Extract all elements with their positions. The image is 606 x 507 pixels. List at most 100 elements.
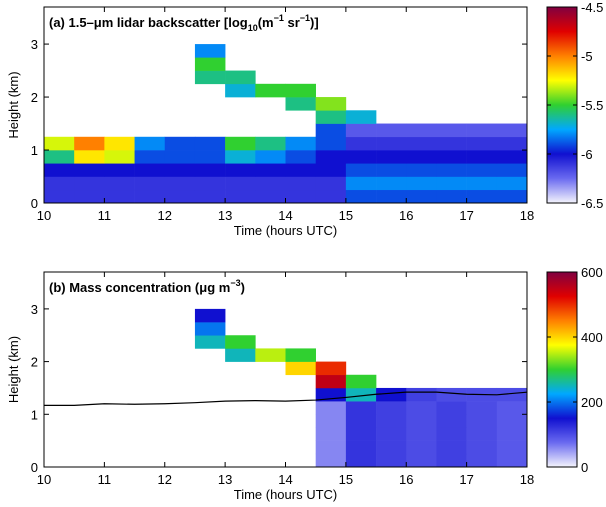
x-tick-label: 18 <box>520 208 534 223</box>
heatmap-cell <box>315 440 347 455</box>
heatmap-cell <box>164 150 196 164</box>
heatmap-cell <box>44 176 75 191</box>
colorbar-tick-label: -4.5 <box>581 0 603 15</box>
x-tick-label: 14 <box>278 472 292 487</box>
y-tick-label: 0 <box>31 196 38 211</box>
heatmap-cell <box>406 163 437 177</box>
heatmap-cell <box>345 453 377 467</box>
heatmap-cell <box>345 136 377 151</box>
heatmap-cell <box>436 189 467 203</box>
y-tick-label: 2 <box>31 355 38 370</box>
heatmap-cell <box>285 136 316 151</box>
heatmap-cell <box>285 150 316 164</box>
x-tick-label: 10 <box>37 472 51 487</box>
x-tick-label: 16 <box>399 208 413 223</box>
title-part: (m <box>258 15 274 30</box>
heatmap-cell <box>376 150 407 164</box>
heatmap-cell <box>406 150 437 164</box>
y-axis-label: Height (km) <box>6 71 21 138</box>
heatmap-cell <box>436 440 467 455</box>
x-tick-label: 11 <box>98 208 112 223</box>
heatmap-cell <box>134 150 166 164</box>
heatmap-cell <box>194 308 226 323</box>
heatmap-cell <box>134 163 166 177</box>
heatmap-cell <box>496 401 527 415</box>
x-tick-label: 12 <box>158 208 172 223</box>
heatmap-cell <box>164 176 196 191</box>
heatmap-cell <box>134 136 166 151</box>
heatmap-cell <box>44 163 75 177</box>
heatmap-cell <box>345 189 377 203</box>
x-tick-label: 13 <box>218 208 232 223</box>
heatmap-cell <box>194 44 226 58</box>
heatmap-cell <box>466 440 498 455</box>
x-tick-label: 13 <box>218 472 232 487</box>
heatmap-cell <box>376 163 407 177</box>
heatmap-cell <box>345 176 377 191</box>
x-tick-label: 17 <box>459 208 473 223</box>
heatmap-cell <box>466 414 498 428</box>
heatmap-cell <box>436 136 467 151</box>
heatmap-cell <box>496 136 527 151</box>
heatmap-cell <box>376 176 407 191</box>
heatmap-cell <box>376 123 407 138</box>
heatmap-cell <box>225 176 256 191</box>
heatmap <box>44 308 527 467</box>
heatmap-cell <box>406 176 437 191</box>
heatmap-cell <box>104 136 135 151</box>
heatmap-cell <box>376 414 407 428</box>
heatmap-cell <box>496 189 527 203</box>
colorbar-tick-label: 200 <box>581 395 603 410</box>
title-part: −1 <box>300 13 310 23</box>
heatmap-cell <box>315 176 347 191</box>
heatmap-cell <box>436 401 467 415</box>
heatmap-cell <box>164 189 196 203</box>
heatmap-cell <box>436 150 467 164</box>
heatmap-cell <box>496 453 527 467</box>
x-tick-label: 12 <box>158 472 172 487</box>
heatmap-cell <box>104 150 135 164</box>
heatmap-cell <box>315 374 347 389</box>
heatmap-cell <box>345 163 377 177</box>
heatmap-cell <box>436 176 467 191</box>
heatmap-cell <box>406 123 437 138</box>
heatmap-cell <box>466 189 498 203</box>
title-part: (a) 1.5–μm lidar backscatter [log <box>49 15 248 30</box>
heatmap-cell <box>225 189 256 203</box>
heatmap-cell <box>496 163 527 177</box>
y-tick-label: 1 <box>31 407 38 422</box>
heatmap-cell <box>315 150 347 164</box>
heatmap-cell <box>74 163 105 177</box>
heatmap-cell <box>466 163 498 177</box>
heatmap-cell <box>225 70 256 85</box>
heatmap-cell <box>104 189 135 203</box>
x-tick-label: 10 <box>37 208 51 223</box>
colorbar-tick-label: -6 <box>581 147 593 162</box>
heatmap-cell <box>406 440 437 455</box>
heatmap-cell <box>74 176 105 191</box>
heatmap-cell <box>406 414 437 428</box>
heatmap-cell <box>496 414 527 428</box>
heatmap-cell <box>194 163 226 177</box>
y-tick-label: 3 <box>31 302 38 317</box>
heatmap-cell <box>315 163 347 177</box>
x-axis-label: Time (hours UTC) <box>234 487 338 502</box>
boundary-line <box>44 391 527 406</box>
heatmap-cell <box>315 189 347 203</box>
title-part: sr <box>284 15 300 30</box>
heatmap-cell <box>496 176 527 191</box>
heatmap-cell <box>225 348 256 362</box>
heatmap-cell <box>315 123 347 138</box>
x-tick-label: 18 <box>520 472 534 487</box>
heatmap-cell <box>225 163 256 177</box>
heatmap-cell <box>74 150 105 164</box>
heatmap-cell <box>466 176 498 191</box>
heatmap-cell <box>194 70 226 85</box>
heatmap-cell <box>194 57 226 71</box>
x-tick-label: 15 <box>339 208 353 223</box>
panel-title: (b) Mass concentration (μg m−3) <box>49 278 245 295</box>
heatmap-cell <box>194 189 226 203</box>
heatmap-cell <box>315 136 347 151</box>
heatmap-cell <box>44 136 75 151</box>
